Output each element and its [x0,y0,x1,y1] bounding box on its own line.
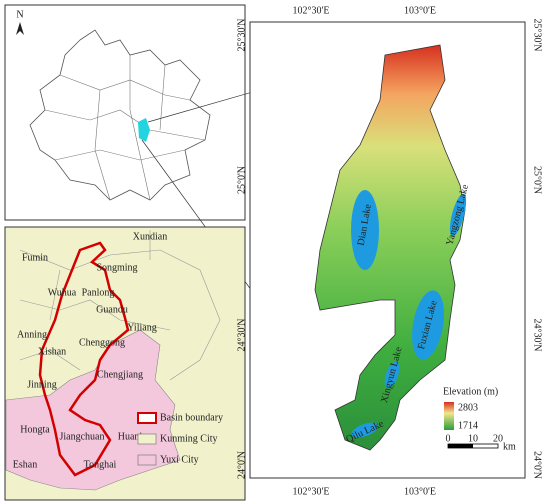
county-lines [44,55,206,201]
scale-unit: km [503,441,516,452]
lake [351,190,379,270]
left-tick-label: 24°30'N [236,318,247,351]
legend-label: Yuxi City [160,454,199,465]
legend-label: Basin boundary [160,412,223,423]
legend-swatch [137,433,157,445]
lake [412,290,444,360]
right-tick-label: 25°30'N [532,18,543,51]
legend-label: Kunming City [160,433,218,444]
elevation-ramp [444,402,454,430]
district-label: Yiliang [127,322,156,333]
lake [351,422,379,438]
scale-label: 0 [446,433,451,444]
right-tick-label: 24°30'N [532,318,543,351]
legend-swatch [137,454,157,466]
legend-swatch [137,412,157,424]
scale-bar [448,444,473,448]
north-label: N [16,9,23,20]
province-outline [29,29,211,201]
district-lines [19,230,221,381]
district-label: Huaning [118,431,152,442]
district-label: Hongta [20,424,50,435]
top-tick-label: 103°0'E [404,5,436,16]
basin-location [138,118,150,142]
left-tick-label: 24°0'N [236,451,247,479]
scale-label: 20 [493,433,503,444]
legend-title: Elevation (m) [443,386,498,397]
legend-max: 2803 [458,402,478,413]
right-tick-label: 24°0'N [532,451,543,479]
district-label: Jinning [27,379,56,390]
top-tick-label: 102°30'E [293,5,330,16]
district-label: Songming [96,262,137,273]
lake [384,361,400,389]
district-label: Xundian [133,231,167,242]
left-tick-label: 25°30'N [236,18,247,51]
right-tick-label: 25°0'N [532,166,543,194]
legend-min: 1714 [458,420,478,431]
district-label: Jiangchuan [60,431,105,442]
district-label: Fumin [22,252,48,263]
district-label: Anning [17,329,47,340]
scale-label: 10 [468,433,478,444]
district-label: Tonghai [84,459,117,470]
bottom-tick-label: 103°0'E [404,486,436,497]
bottom-tick-label: 102°30'E [293,486,330,497]
yuxi-region [5,329,181,491]
district-label: Chengjiang [97,369,143,380]
district-label: Eshan [13,459,37,470]
left-tick-label: 25°0'N [236,166,247,194]
basin-boundary [38,241,130,477]
district-label: Panlong [82,287,115,298]
lake [449,193,467,237]
district-label: Xishan [38,346,66,357]
district-label: Guandu [96,304,128,315]
district-label: Wuhua [48,287,77,298]
district-label: Chenggong [79,337,125,348]
north-arrow [16,22,24,35]
